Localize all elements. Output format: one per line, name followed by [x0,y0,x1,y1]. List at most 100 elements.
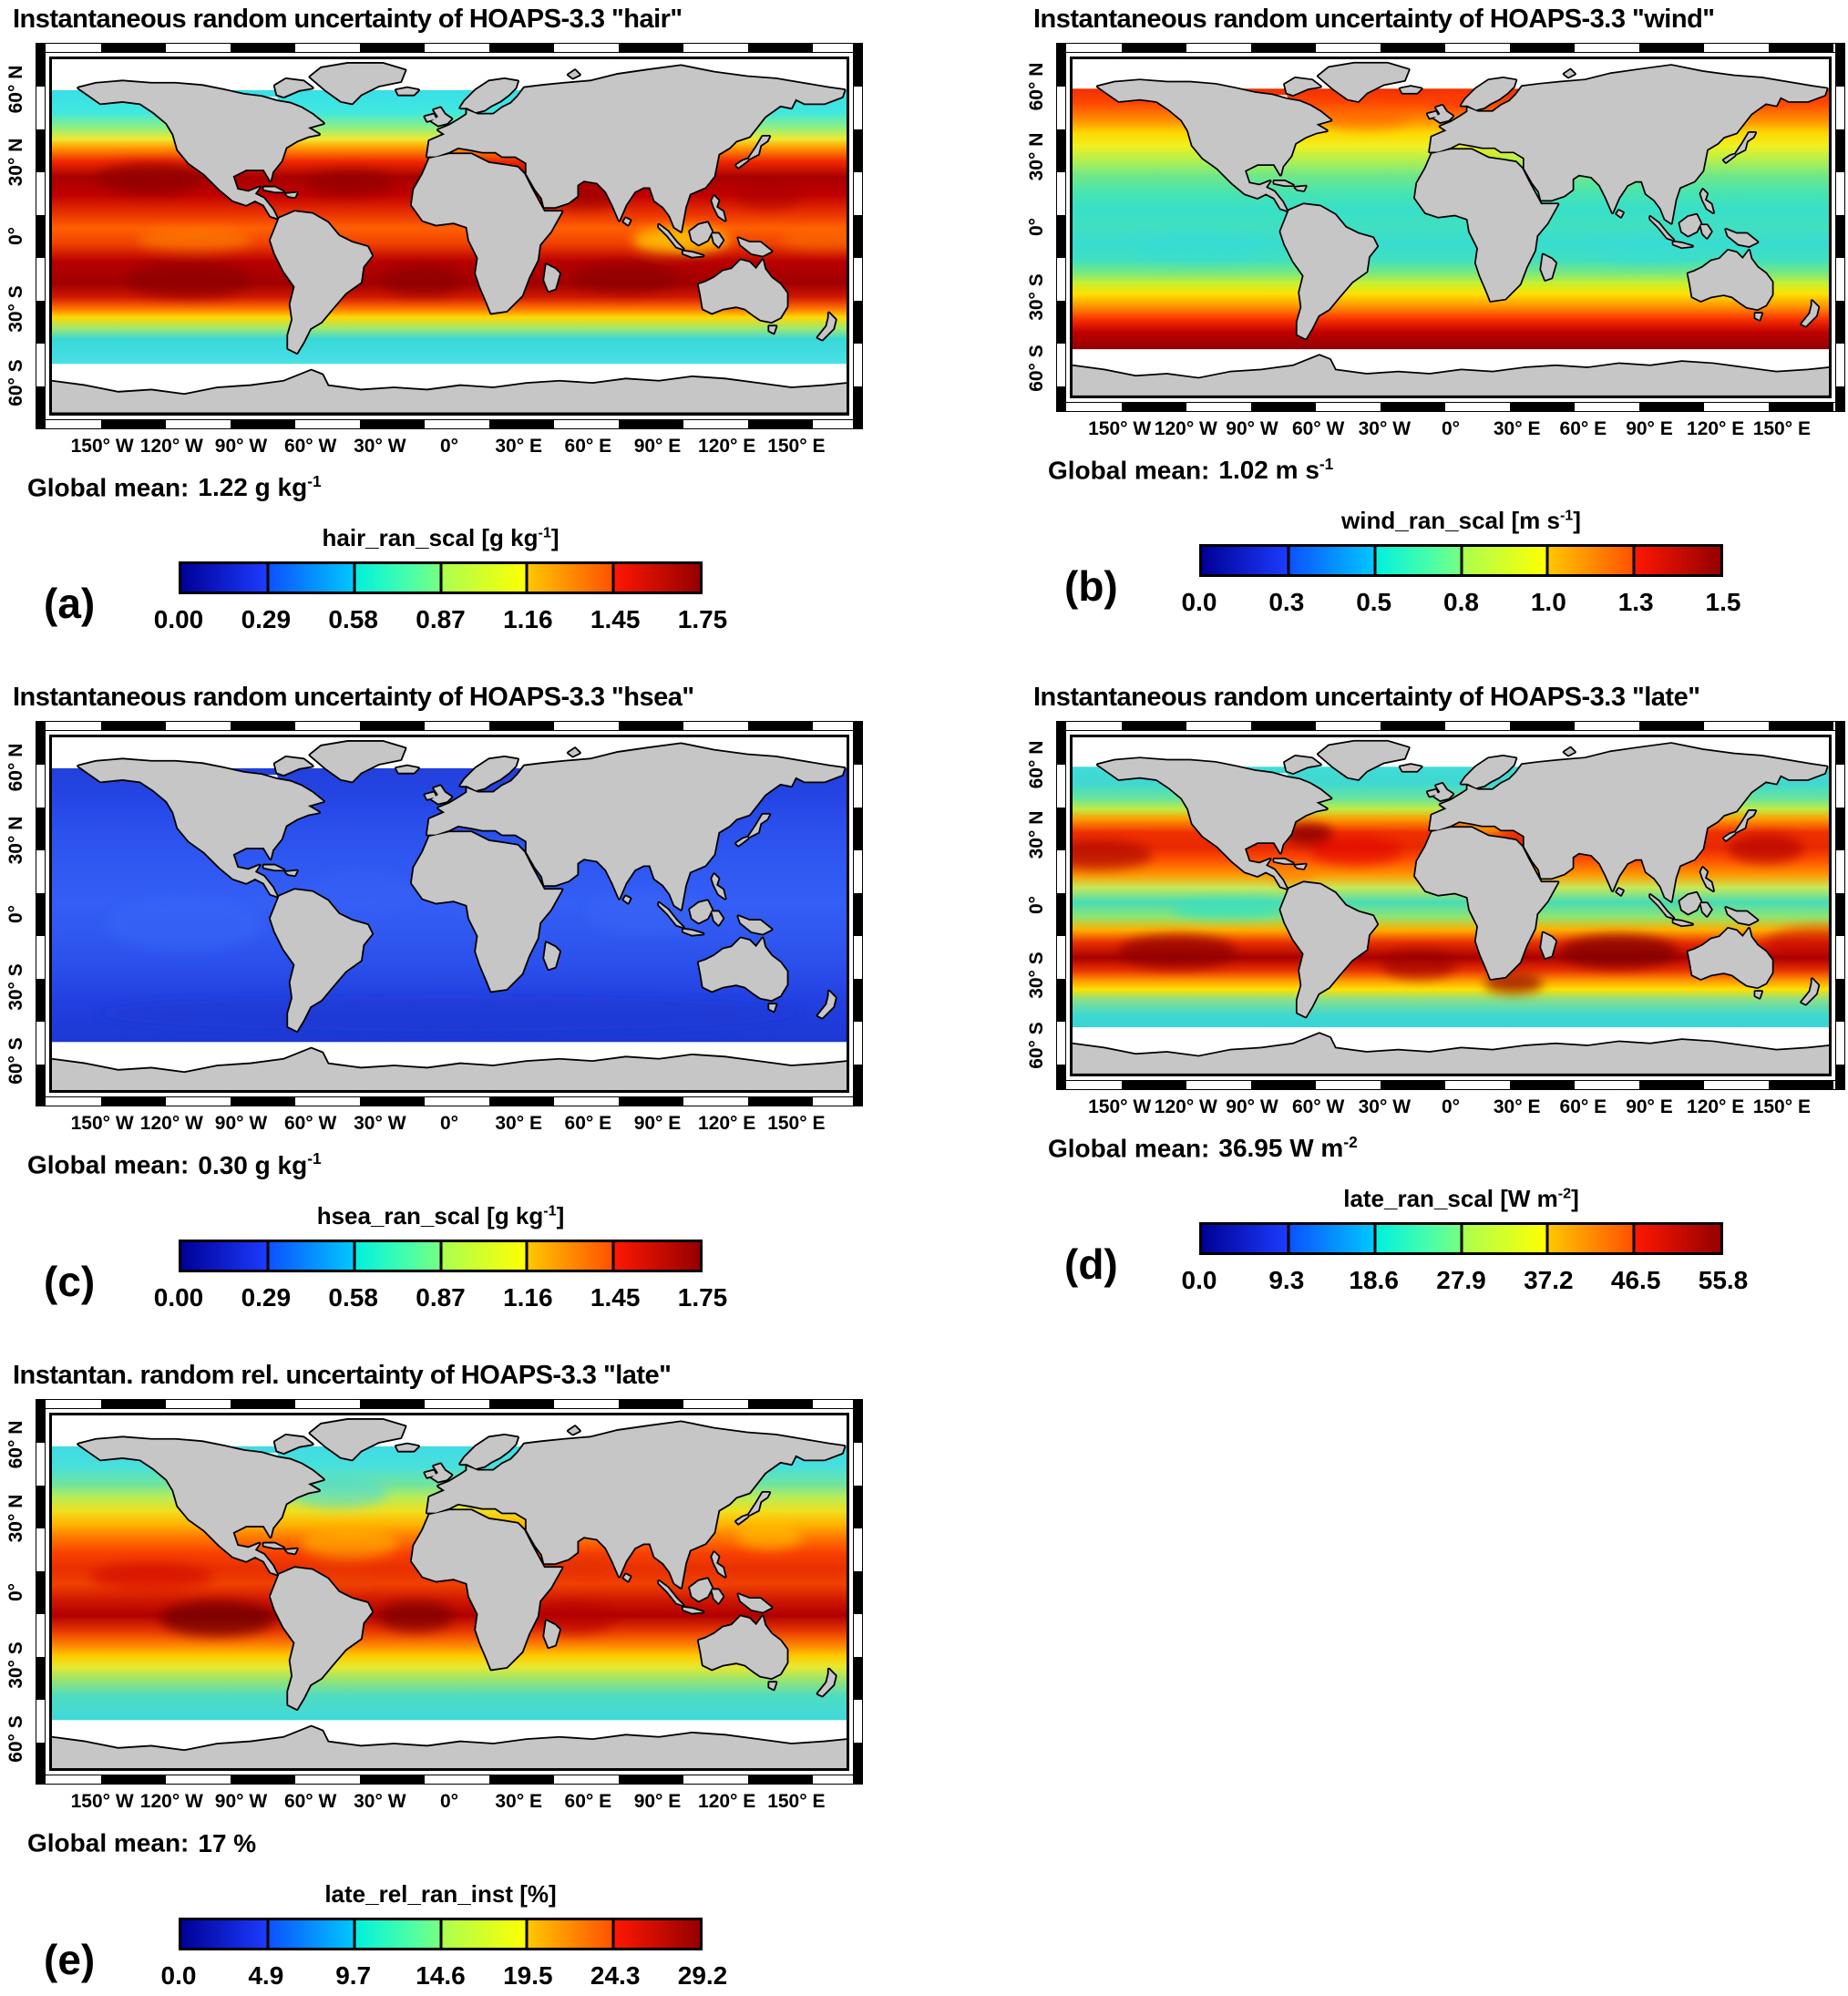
map-area [49,734,849,1094]
colorbar [1199,544,1723,578]
frame-zebra-top [36,1398,863,1409]
colorbar-group: hsea_ran_scal [g kg-1] 0.00 0.29 0.58 0.87 1… [154,1201,728,1318]
lon-tick-label: 0° [1441,417,1461,439]
global-mean: Global mean: 17 % [27,1827,866,1857]
lon-tick-label: 60° W [1291,417,1345,439]
colorbar-divider [1545,1225,1549,1253]
colorbar-divider [611,1241,615,1270]
longitude-axis: 150° W 120° W 90° W 60° W 30° W 0° 30° E 60° E 9… [1053,417,1848,444]
colorbar-divider [1287,1225,1290,1253]
colorbar [179,561,703,594]
colorbar-divider [525,1241,529,1270]
lat-tick-label: 60° S [5,359,26,406]
frame-zebra-right [853,1398,863,1785]
colorbar-tick-value: 0.29 [241,604,292,633]
colorbar-tick-value: 1.45 [590,1282,641,1312]
lon-tick-label: 30° E [495,1791,542,1813]
panel-letter: (e) [44,1935,96,1983]
data-blob [1324,105,1409,131]
data-blob [1728,833,1804,864]
world-map [52,59,847,413]
lon-tick-label: 120° E [1687,1096,1745,1117]
colorbar-label: late_ran_scal [W m-2] [1199,1185,1723,1213]
frame-zebra-top [36,720,863,731]
colorbar-divider [611,563,615,592]
frame-zebra-top [36,43,863,53]
colorbar-divider [353,1241,356,1270]
colorbar-label-close: ] [1573,507,1581,535]
frame-zebra-top [1056,720,1845,731]
colorbar-tick-value: 9.7 [335,1960,372,1990]
data-blob [290,1476,388,1508]
panel-letter: (c) [44,1257,96,1305]
panel-a: Instantaneous random uncertainty of HOAP… [0,4,866,640]
data-blob [1309,836,1402,866]
map-area [49,1412,849,1772]
lon-tick-label: 60° W [283,1113,337,1135]
panel-title: Instantan. random rel. uncertainty of HO… [13,1360,672,1390]
lon-tick-label: 60° W [283,435,337,457]
colorbar-tick-value: 0.0 [160,1960,197,1990]
lon-tick-label: 30° E [495,1113,542,1135]
data-blob [107,898,262,952]
colorbar-divider [525,1919,529,1948]
colorbar-tick-value: 29.2 [677,1960,728,1990]
lat-tick-label: 30° S [1026,952,1047,1000]
lat-tick-label: 30° N [5,138,26,187]
colorbar-ticks: 0.0 0.3 0.5 0.8 1.0 1.3 1.5 [1182,584,1741,622]
data-blob [98,162,205,194]
lon-tick-label: 150° E [1752,417,1811,439]
lon-tick-label: 120° E [1687,417,1745,439]
colorbar-label-close: ] [556,1201,565,1229]
colorbar-divider [439,1241,442,1270]
panel-e: Instantan. random rel. uncertainty of HO… [0,1360,866,1996]
frame-zebra-bottom [36,1096,863,1107]
data-blob [89,1563,213,1590]
frame-zebra-right [853,43,863,429]
data-blob [572,262,679,293]
data-blob [305,170,395,197]
data-blob [1118,934,1237,969]
colorbar-ticks: 0.0 4.9 9.7 14.6 19.5 24.3 29.2 [161,1958,728,1996]
data-blob [305,869,416,914]
colorbar-tick-value: 19.5 [503,1960,553,1990]
world-map [1073,59,1829,396]
panel-c: Instantaneous random uncertainty of HOAP… [0,682,866,1318]
colorbar-divider [525,563,529,592]
frame-zebra-right [853,720,863,1107]
lat-tick-label: 30° N [5,1494,26,1543]
lat-tick-label: 60° N [5,1421,26,1469]
longitude-axis: 150° W 120° W 90° W 60° W 30° W 0° 30° E 60° E 9… [33,434,866,461]
lat-tick-label: 0° [1026,896,1047,915]
colorbar-divider [439,563,442,592]
colorbar-tick-value: 1.75 [677,1282,728,1312]
lon-tick-label: 60° E [564,1791,612,1813]
global-mean-value: 1.02 m s [1218,456,1319,485]
colorbar-ticks: 0.0 9.3 18.6 27.9 37.2 46.5 55.8 [1182,1262,1749,1301]
colorbar-divider [1632,547,1636,575]
colorbar-tick-value: 1.45 [590,604,641,633]
global-mean-value: 1.22 g kg [198,472,308,501]
lon-tick-label: 30° W [1358,417,1412,439]
lon-tick-label: 0° [439,1113,459,1135]
global-mean-unit-exponent: -2 [1343,1132,1358,1151]
colorbar-label-text: wind_ran_scal [m s [1341,507,1560,535]
lon-tick-label: 90° E [1626,417,1673,439]
colorbar-tick-value: 46.5 [1610,1266,1661,1295]
panel-title: Instantaneous random uncertainty of HOAP… [13,682,694,712]
colorbar-ticks: 0.00 0.29 0.58 0.87 1.16 1.45 1.75 [154,1280,728,1318]
lon-tick-label: 90° W [214,1791,268,1813]
colorbar-tick-value: 37.2 [1524,1266,1574,1295]
colorbar-tick-value: 0.87 [416,604,466,633]
lon-tick-label: 30° W [1358,1096,1412,1117]
latitude-axis: 60° N 30° N 0° 30° S 60° S [1021,718,1053,1093]
map-frame [1053,717,1848,1093]
lon-tick-label: 150° W [70,1113,134,1135]
lon-tick-label: 0° [439,435,459,457]
lon-tick-label: 120° E [698,435,756,457]
data-blob [1073,839,1153,870]
lat-tick-label: 60° N [5,743,26,791]
colorbar-label-exponent: -1 [538,524,551,541]
lon-tick-label: 90° E [1626,1096,1673,1117]
